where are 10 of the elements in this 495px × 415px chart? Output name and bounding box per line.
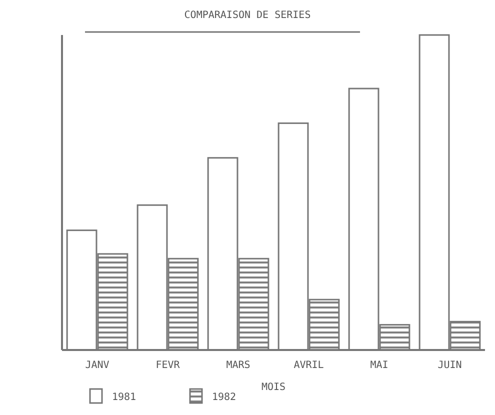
- x-tick-label: JANV: [85, 360, 110, 371]
- legend-label: 1982: [212, 392, 236, 403]
- x-tick-label: JUIN: [438, 360, 462, 371]
- x-axis-title: MOIS: [261, 382, 286, 393]
- chart-title: COMPARAISON DE SERIES: [184, 10, 311, 21]
- x-tick-label: AVRIL: [294, 360, 324, 371]
- legend-label: 1981: [112, 392, 136, 403]
- x-tick-label: MARS: [226, 360, 250, 371]
- x-tick-label: MAI: [370, 360, 388, 371]
- x-tick-label: FEVR: [156, 360, 181, 371]
